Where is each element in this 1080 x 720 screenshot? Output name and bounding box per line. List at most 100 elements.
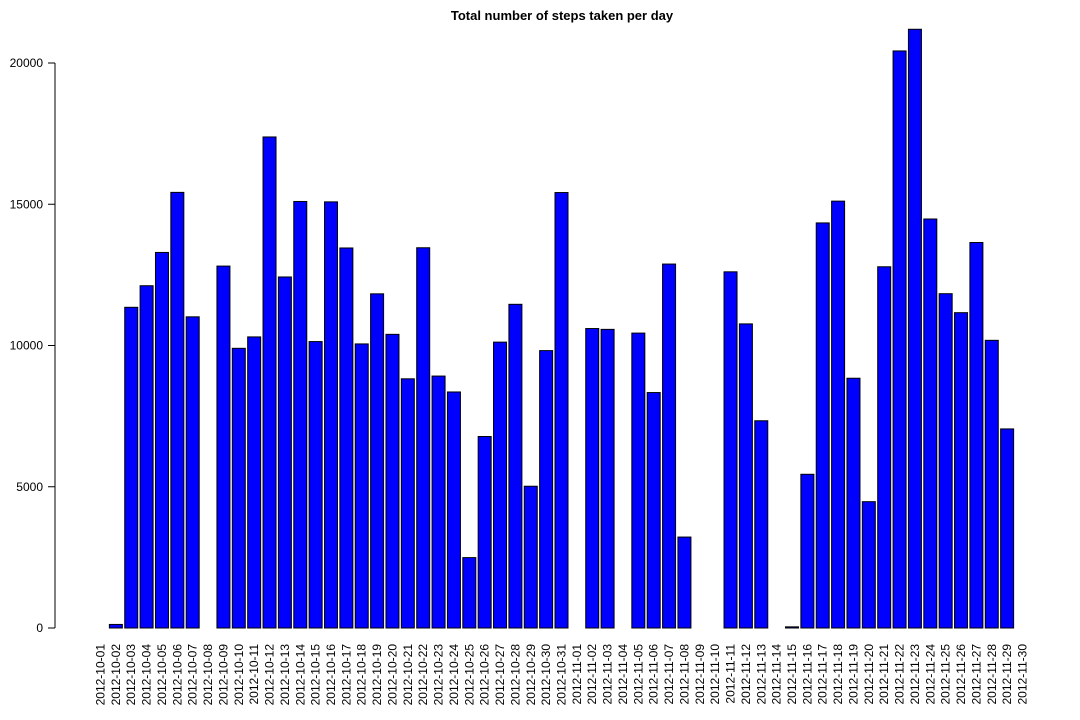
- bar-2012-11-15: [785, 626, 799, 629]
- bar-2012-10-07: [185, 316, 200, 629]
- x-tick-label: 2012-10-15: [309, 644, 323, 706]
- bar-2012-11-07: [662, 263, 677, 629]
- x-tick-label: 2012-11-14: [770, 644, 784, 705]
- bar-2012-10-15: [308, 341, 323, 629]
- x-tick-label: 2012-10-12: [263, 644, 277, 706]
- x-tick-label: 2012-10-27: [493, 644, 507, 706]
- x-tick-label: 2012-11-09: [693, 644, 707, 705]
- x-tick-label: 2012-11-04: [616, 644, 630, 705]
- bar-2012-11-18: [831, 200, 846, 629]
- x-tick-label: 2012-11-06: [647, 644, 661, 705]
- x-tick-label: 2012-11-03: [601, 644, 615, 705]
- bar-2012-10-21: [400, 378, 415, 629]
- x-tick-label: 2012-11-07: [662, 644, 676, 705]
- bar-2012-10-11: [247, 336, 262, 629]
- x-tick-label: 2012-10-01: [94, 644, 108, 706]
- x-tick-label: 2012-11-23: [908, 644, 922, 705]
- bar-2012-10-19: [370, 293, 385, 629]
- bar-2012-10-29: [523, 485, 538, 629]
- bar-2012-11-19: [846, 377, 861, 629]
- x-tick-label: 2012-11-25: [939, 644, 953, 705]
- x-tick-label: 2012-10-17: [339, 644, 353, 706]
- bar-2012-10-23: [431, 375, 446, 629]
- x-tick-label: 2012-10-23: [432, 644, 446, 706]
- x-tick-label: 2012-10-07: [186, 644, 200, 706]
- x-tick-label: 2012-10-21: [401, 644, 415, 706]
- y-tick-label: 5000: [16, 480, 43, 494]
- bar-2012-11-22: [892, 50, 907, 629]
- x-axis-labels: 2012-10-01 2012-10-02 2012-10-03 2012-10-04…: [94, 644, 1030, 706]
- x-tick-label: 2012-11-12: [739, 644, 753, 705]
- x-tick-label: 2012-10-13: [278, 644, 292, 706]
- bar-2012-10-25: [462, 557, 477, 629]
- bar-2012-11-13: [754, 420, 769, 629]
- bar-2012-10-17: [339, 247, 354, 629]
- bar-2012-10-30: [539, 350, 554, 629]
- x-tick-label: 2012-10-11: [247, 644, 261, 705]
- x-tick-label: 2012-10-03: [124, 644, 138, 706]
- x-tick-label: 2012-11-05: [631, 644, 645, 705]
- x-tick-label: 2012-10-26: [478, 644, 492, 706]
- bar-2012-11-27: [969, 242, 984, 629]
- x-tick-label: 2012-10-16: [324, 644, 338, 706]
- bar-2012-11-28: [984, 339, 999, 629]
- bar-2012-10-04: [139, 285, 154, 629]
- bar-2012-10-20: [385, 333, 400, 629]
- bar-2012-10-05: [154, 251, 169, 629]
- bar-2012-10-31: [554, 192, 569, 629]
- bar-2012-10-03: [124, 306, 139, 629]
- bar-2012-10-24: [446, 391, 461, 629]
- bar-2012-10-10: [231, 347, 246, 629]
- x-tick-label: 2012-11-13: [754, 644, 768, 705]
- x-tick-label: 2012-11-22: [893, 644, 907, 705]
- x-tick-label: 2012-11-19: [846, 644, 860, 705]
- bars-group: [108, 28, 1015, 629]
- x-tick-label: 2012-10-30: [539, 644, 553, 706]
- x-tick-label: 2012-11-24: [923, 644, 937, 705]
- x-tick-label: 2012-10-28: [508, 644, 522, 706]
- y-tick-label: 20000: [10, 56, 44, 70]
- bar-2012-11-05: [631, 332, 646, 629]
- bar-2012-11-24: [923, 218, 938, 629]
- bar-2012-10-18: [354, 343, 369, 629]
- x-tick-label: 2012-10-02: [109, 644, 123, 706]
- bar-2012-11-02: [585, 328, 600, 629]
- bar-2012-11-12: [738, 323, 753, 629]
- x-tick-label: 2012-10-19: [370, 644, 384, 706]
- x-tick-label: 2012-10-18: [355, 644, 369, 706]
- x-tick-label: 2012-11-18: [831, 644, 845, 705]
- bar-2012-10-27: [493, 341, 508, 629]
- y-axis: 0 5000 10000 15000 20000: [10, 56, 56, 635]
- x-tick-label: 2012-11-28: [985, 644, 999, 705]
- bar-2012-11-16: [800, 473, 815, 629]
- x-tick-label: 2012-11-29: [1000, 644, 1014, 705]
- bar-2012-10-13: [277, 276, 292, 629]
- bar-2012-11-08: [677, 536, 692, 629]
- x-tick-label: 2012-10-20: [385, 644, 399, 706]
- x-tick-label: 2012-10-25: [462, 644, 476, 706]
- bar-2012-11-17: [815, 222, 830, 629]
- bar-2012-10-28: [508, 303, 523, 629]
- bar-2012-10-14: [293, 200, 308, 629]
- x-tick-label: 2012-10-06: [170, 644, 184, 706]
- bar-2012-10-02: [108, 623, 123, 629]
- x-tick-label: 2012-10-24: [447, 644, 461, 706]
- bar-2012-10-26: [477, 436, 492, 629]
- bar-2012-10-09: [216, 265, 231, 629]
- x-tick-label: 2012-10-08: [201, 644, 215, 706]
- y-tick-label: 0: [36, 621, 43, 635]
- x-tick-label: 2012-11-30: [1016, 644, 1030, 705]
- bar-2012-11-11: [723, 271, 738, 629]
- y-tick-label: 10000: [10, 339, 44, 353]
- x-tick-label: 2012-10-10: [232, 644, 246, 706]
- bar-2012-11-29: [1000, 428, 1015, 629]
- bar-2012-11-25: [938, 293, 953, 629]
- x-tick-label: 2012-10-31: [555, 644, 569, 706]
- x-tick-label: 2012-11-08: [677, 644, 691, 705]
- x-tick-label: 2012-11-15: [785, 644, 799, 705]
- bar-2012-10-22: [416, 247, 431, 629]
- bar-2012-11-06: [646, 392, 661, 629]
- bar-2012-10-16: [324, 201, 338, 629]
- x-tick-label: 2012-11-11: [724, 644, 738, 704]
